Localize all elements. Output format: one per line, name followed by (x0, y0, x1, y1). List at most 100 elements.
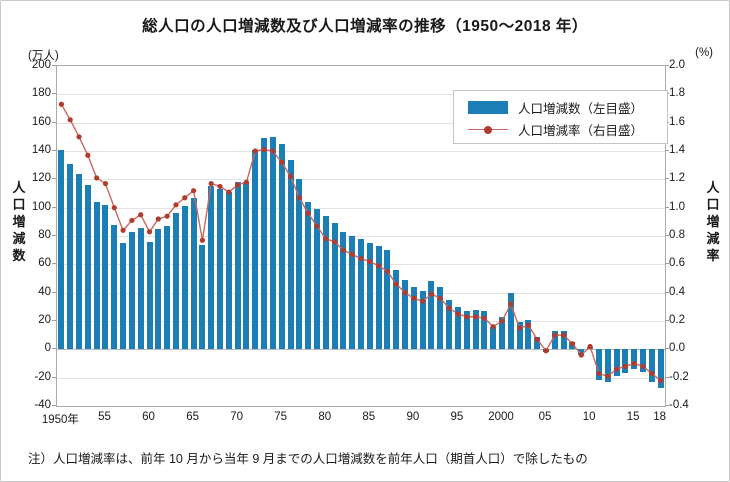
plot-area (56, 65, 666, 407)
x-tick-60: 60 (142, 411, 155, 423)
tick-mark (52, 178, 56, 180)
rate-point-1964 (182, 195, 188, 201)
gridline (57, 179, 665, 181)
bar-2000 (498, 316, 505, 350)
rate-point-1988 (393, 281, 399, 287)
bar-1966 (199, 244, 206, 350)
rate-point-1950 (58, 101, 65, 107)
rate-point-1962 (164, 213, 170, 219)
rate-point-1954 (94, 175, 100, 181)
bar-2006 (551, 330, 558, 350)
bar-1994 (446, 299, 453, 350)
rate-point-1966 (199, 237, 205, 243)
bar-1969 (225, 192, 232, 350)
bar-1999 (490, 326, 497, 350)
rate-point-2012 (605, 373, 611, 379)
y-tick-right--0.2: -0.2 (669, 370, 689, 383)
left-axis-unit: (万人) (28, 50, 59, 62)
rate-point-2011 (596, 370, 602, 377)
bar-1990 (410, 287, 417, 350)
rate-point-2016 (640, 363, 646, 369)
zero-gridline (57, 349, 665, 351)
bar-2009 (578, 349, 585, 355)
rate-point-1972 (252, 148, 258, 154)
rate-point-1994 (446, 305, 452, 311)
bar-1956 (111, 224, 118, 350)
tick-mark (665, 65, 669, 66)
bar-2011 (595, 349, 602, 381)
rate-point-1984 (358, 256, 364, 262)
line-dot-swatch (484, 125, 492, 134)
rate-point-1989 (402, 290, 408, 296)
line-swatch (468, 123, 508, 136)
bar-1991 (419, 291, 426, 350)
y-tick-left-180: 180 (31, 87, 51, 100)
gridline (57, 151, 665, 152)
bar-1988 (393, 270, 400, 350)
bar-1957 (120, 243, 127, 350)
legend-item-bars: 人口増減数（左目盛） (468, 99, 643, 116)
rate-point-1977 (296, 195, 302, 201)
bar-1962 (164, 226, 171, 350)
y-tick-right-0.0: 0.0 (669, 342, 685, 355)
rate-point-1985 (367, 258, 373, 265)
rate-point-2004 (534, 336, 540, 343)
bar-2001 (507, 292, 514, 350)
x-tick-65: 65 (186, 411, 199, 423)
x-tick-90: 90 (406, 411, 420, 423)
rate-point-1983 (349, 251, 355, 258)
tick-mark (665, 405, 669, 406)
right-axis-unit: (%) (695, 47, 713, 59)
y-tick-right-1.4: 1.4 (669, 144, 685, 156)
x-tick-2000: 2000 (488, 411, 514, 423)
chart-title: 総人口の人口増減数及び人口増減率の推移（1950～2018 年） (142, 18, 588, 35)
rate-point-2014 (622, 363, 628, 369)
y-tick-left-40: 40 (38, 285, 51, 298)
tick-mark (52, 376, 56, 378)
rate-point-1996 (464, 314, 470, 320)
x-tick-55: 55 (98, 411, 111, 423)
tick-mark (665, 263, 669, 265)
y-tick-right-1.2: 1.2 (669, 172, 685, 185)
bar-1989 (402, 279, 409, 350)
gridline (57, 122, 665, 124)
rate-point-1987 (384, 268, 391, 275)
rate-point-2003 (525, 322, 532, 328)
y-tick-left-20: 20 (38, 314, 51, 326)
y-tick-right-0.6: 0.6 (669, 257, 685, 270)
y-tick-left-200: 200 (31, 59, 51, 71)
rate-point-1981 (331, 239, 338, 245)
rate-point-1999 (490, 324, 496, 330)
x-tick-80: 80 (318, 411, 332, 423)
tick-mark (52, 235, 56, 236)
tick-mark (665, 206, 669, 208)
rate-point-2000 (499, 318, 505, 324)
bar-2015 (631, 349, 638, 370)
rate-point-2008 (569, 341, 576, 347)
bar-1964 (181, 206, 188, 350)
bar-2017 (648, 349, 655, 382)
bar-2018 (657, 349, 664, 388)
note-text: 注）人口増減率は、前年 10 月から当年 9 月までの人口増減数を前年人口（期首… (28, 452, 588, 466)
rate-point-1995 (455, 311, 461, 317)
rate-point-1968 (217, 183, 223, 190)
bar-1970 (234, 182, 241, 350)
legend: 人口増減数（左目盛） 人口増減率（右目盛） (453, 90, 668, 144)
tick-mark (52, 405, 56, 406)
bar-1986 (375, 245, 382, 350)
rate-point-1958 (129, 217, 135, 224)
bar-1973 (261, 138, 268, 350)
rate-point-1970 (235, 182, 241, 188)
y-tick-left-0: 0 (44, 342, 51, 355)
bar-1972 (252, 149, 259, 350)
rate-point-1979 (314, 223, 320, 229)
bar-1978 (305, 202, 312, 350)
x-tick-75: 75 (274, 411, 288, 423)
rate-point-2010 (587, 343, 593, 350)
y-tick-left-100: 100 (31, 200, 51, 213)
bar-2007 (560, 330, 567, 350)
rate-point-1959 (138, 212, 144, 218)
tick-mark (665, 150, 669, 151)
bar-1995 (454, 306, 461, 350)
bar-1997 (472, 309, 479, 350)
